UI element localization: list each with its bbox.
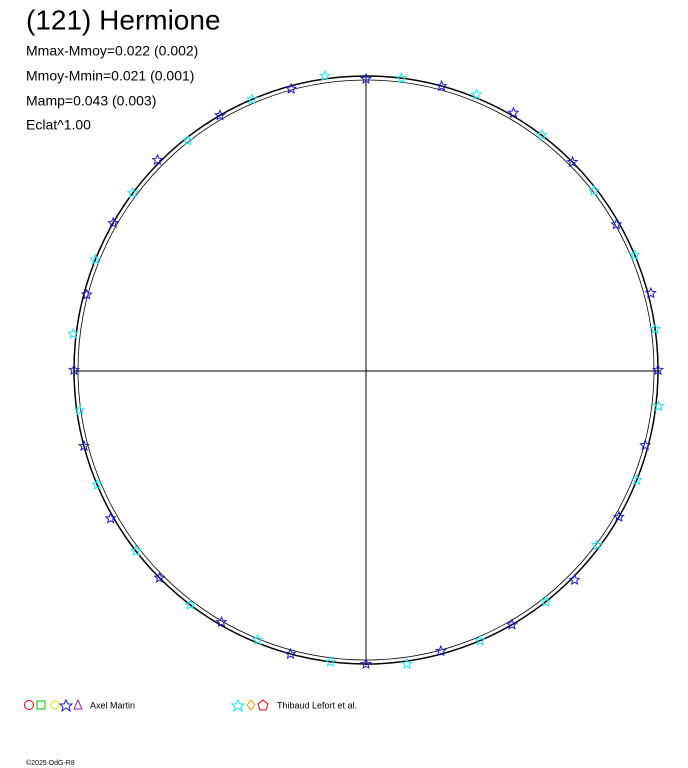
data-point (651, 363, 665, 376)
data-point (628, 248, 641, 261)
chart-title: (121) Hermione (26, 4, 221, 35)
data-point (184, 598, 197, 610)
data-point (505, 618, 519, 630)
data-point (80, 288, 93, 300)
data-point (652, 399, 665, 412)
data-point (77, 439, 90, 452)
annotation: Mmax-Mmoy=0.022 (0.002) (26, 43, 198, 59)
data-point (434, 644, 447, 657)
annotation: Eclat^1.00 (26, 117, 91, 133)
data-point (129, 544, 142, 557)
data-point (245, 93, 258, 105)
data-point (251, 633, 264, 645)
data-point (649, 322, 662, 335)
data-point (535, 128, 548, 141)
legend-label: Thibaud Lefort et al. (277, 700, 357, 710)
legend-label: Axel Martin (90, 700, 135, 710)
data-point (104, 512, 117, 524)
data-point (67, 363, 81, 376)
data-point (284, 647, 297, 660)
data-point (610, 218, 623, 230)
data-point (215, 615, 228, 628)
data-point (285, 82, 298, 94)
data-point (318, 69, 331, 82)
annotation: Mmoy-Mmin=0.021 (0.001) (26, 68, 194, 84)
legend-symbols (24, 698, 269, 713)
data-point (401, 657, 414, 670)
model-curve (73, 75, 659, 665)
data-point (89, 253, 102, 265)
data-point (67, 327, 80, 339)
footer: ©2025 OdG-R8 (26, 759, 75, 767)
data-point (474, 634, 487, 646)
data-point (151, 153, 164, 166)
data-point (587, 184, 600, 196)
data-point (324, 655, 337, 667)
data-point (470, 88, 483, 100)
data-point (73, 404, 86, 416)
data-point (639, 439, 652, 451)
data-point (630, 473, 643, 486)
data-point (568, 573, 581, 586)
data-point (359, 657, 373, 670)
data-point (507, 106, 520, 118)
data-point (395, 71, 408, 84)
data-point (590, 538, 603, 551)
data-point (91, 478, 104, 490)
data-point (612, 510, 625, 523)
data-point (182, 134, 195, 146)
data-point (566, 155, 579, 168)
data-point (359, 72, 373, 85)
annotation: Mamp=0.043 (0.003) (26, 93, 156, 109)
data-point (126, 186, 139, 199)
data-point (107, 216, 120, 229)
data-point (153, 571, 166, 583)
data-point (539, 595, 552, 607)
data-point (435, 79, 448, 92)
data-point (644, 286, 657, 299)
data-point (213, 109, 227, 121)
